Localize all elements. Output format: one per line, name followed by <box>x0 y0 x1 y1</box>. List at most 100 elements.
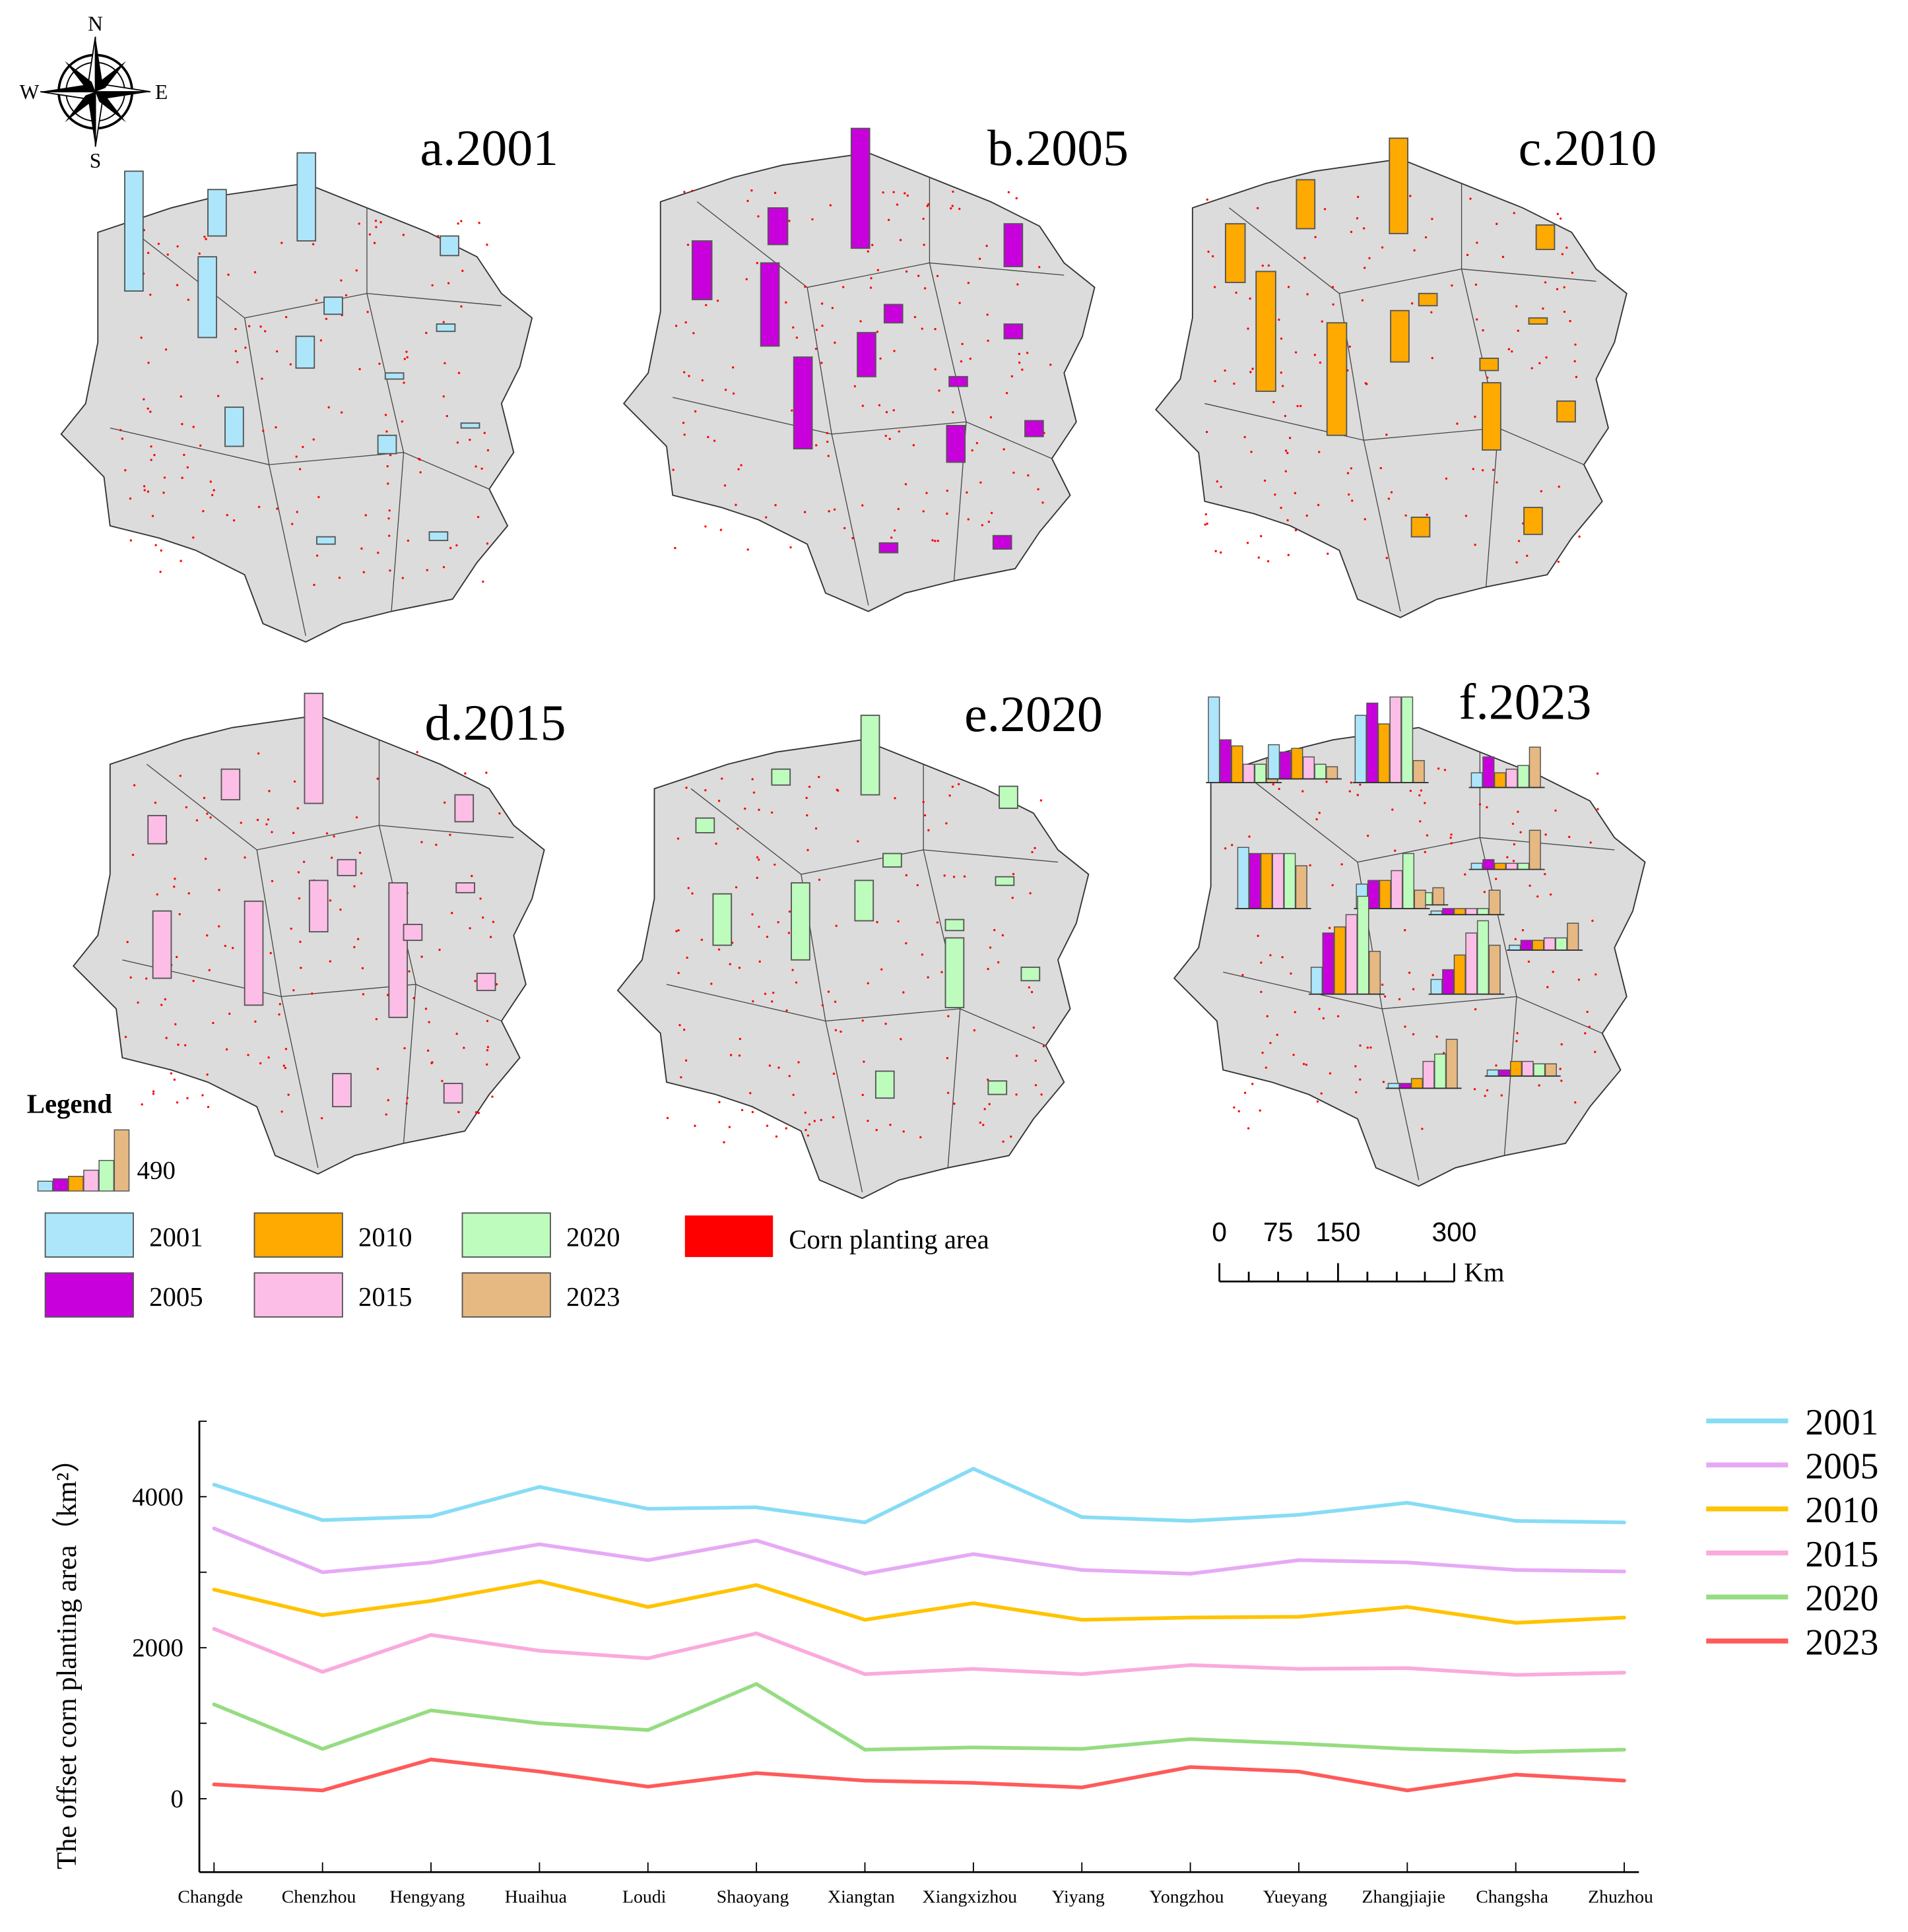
map-bar <box>767 207 789 245</box>
data-point-2020 <box>1080 1747 1084 1751</box>
corn-pixel <box>676 837 680 840</box>
corn-pixel <box>1369 1046 1372 1049</box>
corn-pixel <box>1456 422 1459 425</box>
corn-pixel <box>737 827 739 830</box>
corn-pixel <box>765 516 768 519</box>
corn-pixel <box>1206 198 1208 201</box>
corn-pixel <box>1542 307 1544 310</box>
corn-pixel <box>386 465 389 468</box>
map-bar <box>1354 715 1367 783</box>
corn-pixel <box>744 807 746 810</box>
corn-pixel <box>1464 873 1466 876</box>
data-point-2005 <box>971 1552 975 1557</box>
corn-pixel <box>1220 551 1222 554</box>
map-bar <box>1476 920 1490 995</box>
map-bar <box>1345 914 1358 995</box>
corn-pixel <box>688 375 690 377</box>
corn-pixel <box>1251 1083 1254 1085</box>
corn-pixel <box>1379 467 1382 470</box>
corn-pixel <box>1260 534 1263 538</box>
corn-pixel <box>890 536 893 539</box>
corn-pixel <box>751 778 754 781</box>
corn-pixel <box>1556 212 1560 215</box>
corn-pixel <box>1011 896 1014 899</box>
data-point-2023 <box>1188 1765 1193 1769</box>
corn-pixel <box>1486 376 1489 379</box>
corn-pixel <box>302 860 306 863</box>
corn-pixel <box>1412 1033 1415 1036</box>
corn-pixel <box>183 1044 187 1046</box>
corn-pixel <box>896 203 899 206</box>
map-bar <box>850 127 871 249</box>
corn-pixel <box>1010 1135 1012 1138</box>
corn-pixel <box>857 840 859 843</box>
corn-pixel <box>325 317 328 320</box>
map-bar <box>1003 323 1024 340</box>
series-line-2020 <box>213 1682 1625 1754</box>
corn-pixel <box>181 423 183 426</box>
corn-pixel <box>1018 361 1021 364</box>
corn-pixel <box>1012 872 1015 876</box>
corn-pixel <box>764 992 767 995</box>
corn-pixel <box>1530 367 1533 370</box>
corn-pixel <box>1361 299 1364 302</box>
corn-pixel <box>1385 557 1388 560</box>
corn-pixel <box>1500 1094 1503 1097</box>
corn-pixel <box>1451 284 1453 287</box>
corn-pixel <box>345 294 348 297</box>
corn-pixel <box>1049 364 1052 366</box>
corn-pixel <box>827 455 830 457</box>
legend-bar <box>52 1178 69 1192</box>
corn-pixel <box>159 571 162 573</box>
corn-pixel <box>894 796 896 800</box>
map-bar <box>874 1070 895 1099</box>
compass-n: N <box>88 12 103 35</box>
corn-pixel <box>1278 318 1280 321</box>
corn-pixel <box>737 468 740 470</box>
corn-pixel <box>979 1121 982 1124</box>
corn-pixel <box>1005 392 1008 395</box>
map-bar <box>332 1073 352 1108</box>
corn-pixel <box>1450 833 1453 836</box>
map-bar <box>1422 1060 1435 1089</box>
corn-pixel <box>674 325 678 327</box>
corn-pixel <box>287 1093 290 1096</box>
map-bar <box>1544 1063 1557 1077</box>
corn-pixel <box>1235 291 1237 294</box>
corn-pixel <box>1568 835 1571 839</box>
corn-pixel <box>477 515 480 519</box>
corn-pixel <box>805 796 808 799</box>
corn-pixel <box>934 368 937 371</box>
y-axis-label: The offset corn planting area（km²） <box>51 1444 82 1869</box>
corn-pixel <box>1517 810 1519 813</box>
series-line-2005 <box>213 1526 1625 1576</box>
corn-pixel <box>680 1076 682 1079</box>
corn-pixel <box>208 969 211 971</box>
corn-pixel <box>738 1054 741 1057</box>
corn-pixel <box>1214 550 1217 552</box>
corn-pixel <box>1029 892 1032 895</box>
corn-pixel <box>204 857 207 860</box>
corn-pixel <box>867 982 869 984</box>
corn-pixel <box>947 1015 950 1017</box>
map-bar <box>1521 1060 1534 1077</box>
corn-pixel <box>704 525 707 528</box>
corn-pixel <box>471 874 473 878</box>
data-point-2015 <box>1188 1663 1193 1667</box>
corn-pixel <box>1249 371 1252 373</box>
corn-pixel <box>1366 1046 1369 1049</box>
corn-pixel <box>198 252 201 255</box>
map-panel-2: b.2005 <box>623 119 1129 612</box>
map-bar <box>1024 420 1044 437</box>
corn-pixel <box>218 889 220 891</box>
corn-pixel <box>1261 1051 1264 1054</box>
corn-pixel <box>1474 1008 1477 1011</box>
corn-pixel <box>859 320 862 323</box>
corn-pixel <box>284 1066 287 1070</box>
corn-pixel <box>1269 954 1272 957</box>
corn-pixel <box>1305 514 1308 517</box>
corn-pixel <box>1596 808 1599 810</box>
legend-bar <box>83 1169 99 1192</box>
corn-pixel <box>683 191 686 193</box>
corn-pixel <box>1280 371 1282 374</box>
